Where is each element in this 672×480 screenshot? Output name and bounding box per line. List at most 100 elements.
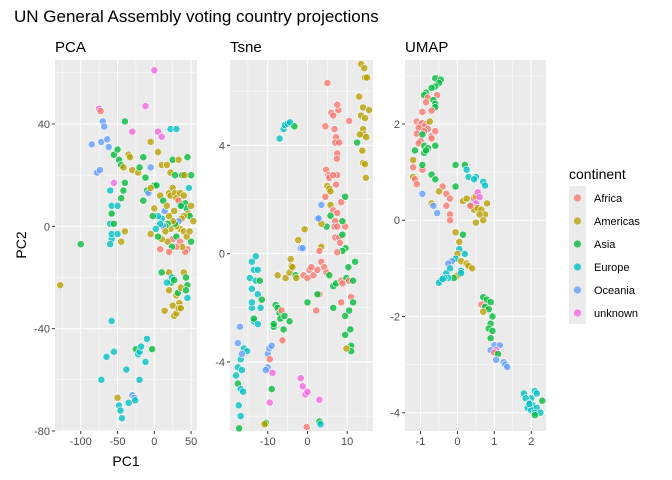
- legend-key-africa: [573, 194, 582, 202]
- data-point-asia: [141, 173, 150, 182]
- data-point-africa: [96, 107, 105, 116]
- data-point-africa: [337, 198, 346, 207]
- data-point-europe: [253, 290, 262, 299]
- data-point-asia: [285, 317, 294, 326]
- data-point-europe: [532, 389, 541, 398]
- data-point-oceania: [261, 366, 270, 374]
- y-tick-label: 0: [44, 221, 50, 233]
- data-point-unknown: [141, 102, 150, 110]
- data-point-asia: [538, 396, 547, 405]
- data-point-oceania: [503, 363, 512, 371]
- data-point-africa: [446, 194, 454, 203]
- data-point-africa: [156, 245, 165, 254]
- data-point-europe: [470, 175, 478, 184]
- data-point-africa: [409, 163, 418, 172]
- data-point-asia: [303, 298, 312, 307]
- data-point-americas: [425, 117, 434, 126]
- data-point-asia: [431, 175, 440, 184]
- data-point-asia: [345, 306, 354, 315]
- data-point-europe: [116, 406, 125, 415]
- data-point-oceania: [298, 244, 307, 253]
- data-point-oceania: [492, 355, 501, 364]
- data-point-unknown: [296, 374, 305, 383]
- data-point-oceania: [87, 140, 96, 149]
- data-point-americas: [187, 201, 196, 210]
- data-point-americas: [300, 225, 309, 234]
- data-point-europe: [316, 420, 325, 429]
- data-point-africa: [315, 247, 324, 255]
- data-point-asia: [341, 192, 350, 201]
- data-point-asia: [280, 312, 289, 320]
- data-point-americas: [170, 207, 179, 215]
- y-tick-label: -2: [390, 311, 400, 323]
- data-point-americas: [146, 230, 155, 238]
- data-point-asia: [338, 230, 347, 239]
- data-point-asia: [344, 263, 353, 272]
- data-point-africa: [345, 117, 354, 125]
- data-point-africa: [333, 248, 342, 257]
- data-point-asia: [170, 276, 179, 284]
- data-point-americas: [146, 137, 155, 146]
- data-point-americas: [361, 173, 370, 182]
- legend-key-europe: [573, 263, 582, 271]
- data-point-europe: [256, 303, 265, 312]
- data-point-asia: [431, 141, 440, 150]
- data-point-europe: [113, 201, 122, 210]
- data-point-asia: [249, 314, 258, 323]
- data-point-americas: [361, 114, 369, 123]
- data-point-asia: [107, 209, 116, 218]
- data-point-asia: [235, 424, 244, 433]
- data-point-africa: [333, 222, 342, 231]
- data-point-americas: [292, 274, 301, 282]
- data-point-europe: [97, 375, 106, 384]
- legend-label-oceania: Oceania: [594, 285, 636, 297]
- data-point-americas: [342, 344, 351, 353]
- data-point-oceania: [104, 143, 113, 151]
- data-point-africa: [321, 192, 330, 201]
- data-point-asia: [120, 117, 129, 126]
- legend-key-background: [569, 186, 586, 324]
- data-point-americas: [362, 133, 371, 142]
- data-point-asia: [326, 211, 335, 220]
- x-tick-label: 50: [185, 436, 197, 448]
- data-point-oceania: [95, 166, 104, 174]
- x-tick-label: -10: [260, 436, 276, 448]
- y-tick-label: -40: [34, 324, 50, 336]
- data-point-americas: [117, 237, 126, 246]
- data-point-europe: [253, 265, 262, 274]
- data-point-africa: [312, 306, 321, 315]
- panel-pca: -100 -50 0 50 -80 -40 0 40 PCA: [34, 39, 197, 448]
- data-point-europe: [462, 165, 471, 174]
- points-umap: [409, 74, 547, 420]
- data-point-americas: [281, 274, 290, 282]
- data-point-africa: [329, 111, 338, 120]
- data-point-africa: [442, 201, 451, 210]
- data-point-asia: [341, 330, 350, 339]
- data-point-europe: [457, 269, 466, 278]
- data-point-europe: [118, 414, 126, 423]
- panel-title-pca: PCA: [55, 39, 86, 56]
- chart-title: UN General Assembly voting country proje…: [14, 7, 379, 26]
- x-tick-label: 2: [528, 436, 534, 448]
- data-point-europe: [151, 224, 160, 233]
- data-point-asia: [119, 186, 128, 195]
- data-point-africa: [336, 238, 344, 247]
- data-point-americas: [189, 217, 198, 226]
- x-tick-label: 0: [304, 436, 310, 448]
- data-point-asia: [411, 146, 419, 155]
- data-point-americas: [260, 420, 269, 429]
- data-point-americas: [462, 194, 471, 203]
- data-point-africa: [321, 122, 330, 131]
- data-point-unknown: [475, 193, 484, 202]
- data-point-africa: [332, 154, 341, 163]
- data-point-oceania: [234, 339, 242, 347]
- data-point-americas: [479, 307, 488, 316]
- data-point-unknown: [265, 398, 274, 407]
- data-point-asia: [171, 171, 179, 180]
- points-pca: [56, 66, 198, 423]
- legend-label-asia: Asia: [594, 239, 616, 251]
- data-point-americas: [326, 187, 335, 196]
- data-point-oceania: [103, 135, 112, 144]
- legend-label-americas: Americas: [594, 216, 640, 228]
